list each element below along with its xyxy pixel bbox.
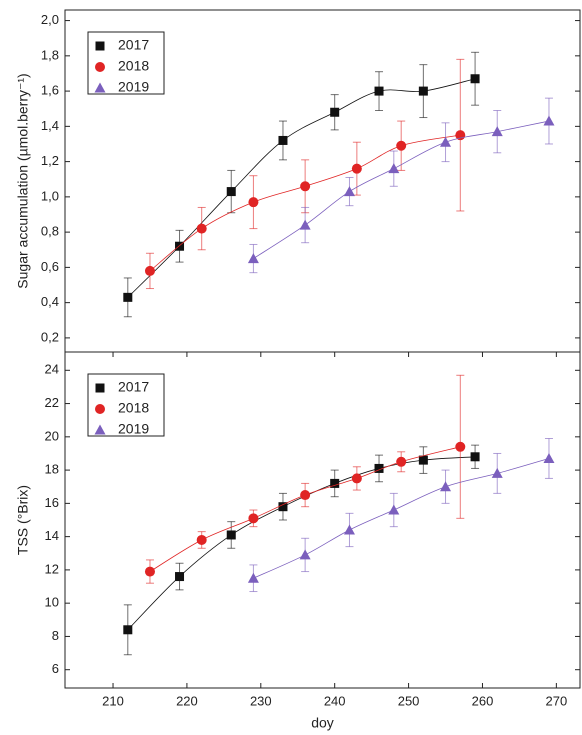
marker <box>123 292 133 302</box>
legend-marker <box>94 82 106 93</box>
x-tick-label: 260 <box>472 693 494 708</box>
marker <box>226 187 236 197</box>
marker <box>196 223 207 234</box>
y-tick-label: 14 <box>45 528 59 543</box>
y-tick-label: 1,0 <box>41 188 59 203</box>
legend-label: 2017 <box>118 37 149 53</box>
y-axis-label: Sugar accumulation (µmol.berry⁻¹) <box>15 73 31 288</box>
marker <box>300 490 311 501</box>
legend-box <box>87 31 165 95</box>
marker <box>330 478 340 488</box>
y-tick-label: 1,2 <box>41 153 59 168</box>
marker <box>418 86 428 96</box>
marker <box>247 572 259 583</box>
legend-box <box>87 373 165 437</box>
marker <box>144 265 155 276</box>
legend-marker <box>95 62 105 72</box>
y-tick-label: 22 <box>45 395 59 410</box>
legend-marker <box>94 424 106 435</box>
marker <box>491 126 503 137</box>
y-tick-label: 10 <box>45 595 59 610</box>
x-axis-label: doy <box>311 715 334 731</box>
y-tick-label: 12 <box>45 561 59 576</box>
y-axis-label: TSS (°Brix) <box>15 485 31 555</box>
x-tick-label: 220 <box>176 693 198 708</box>
marker <box>248 513 259 524</box>
marker <box>330 107 340 117</box>
marker <box>248 197 259 208</box>
x-tick-label: 250 <box>398 693 420 708</box>
y-tick-label: 0,4 <box>41 294 59 309</box>
y-tick-label: 2,0 <box>41 12 59 27</box>
marker <box>351 163 362 174</box>
marker <box>196 534 207 545</box>
marker <box>278 135 288 145</box>
fit-curve <box>127 456 476 631</box>
y-tick-label: 0,6 <box>41 259 59 274</box>
x-tick-label: 230 <box>250 693 272 708</box>
x-tick-label: 270 <box>546 693 568 708</box>
marker <box>374 463 384 473</box>
y-tick-label: 1,8 <box>41 47 59 62</box>
marker <box>543 115 555 126</box>
marker <box>491 467 503 478</box>
y-tick-label: 8 <box>52 628 59 643</box>
marker <box>175 572 185 582</box>
y-tick-label: 16 <box>45 495 59 510</box>
marker <box>396 456 407 467</box>
marker <box>351 473 362 484</box>
marker <box>123 625 133 635</box>
legend-label: 2019 <box>118 421 149 437</box>
plot-frame <box>64 351 581 689</box>
legend-label: 2019 <box>118 79 149 95</box>
marker <box>144 566 155 577</box>
marker <box>247 253 259 264</box>
marker <box>278 502 288 512</box>
marker <box>175 241 185 251</box>
y-tick-label: 1,6 <box>41 83 59 98</box>
marker <box>226 530 236 540</box>
marker <box>543 452 555 463</box>
y-tick-label: 6 <box>52 661 59 676</box>
legend-label: 2017 <box>118 379 149 395</box>
x-tick-label: 210 <box>102 693 124 708</box>
y-tick-label: 20 <box>45 428 59 443</box>
marker <box>343 524 355 535</box>
marker <box>300 181 311 192</box>
marker <box>396 140 407 151</box>
marker <box>440 136 452 147</box>
fit-curve <box>253 458 550 579</box>
marker <box>374 86 384 96</box>
y-tick-label: 24 <box>45 362 59 377</box>
legend-label: 2018 <box>118 400 149 416</box>
y-tick-label: 1,4 <box>41 118 59 133</box>
legend-marker <box>95 41 105 51</box>
marker <box>388 504 400 515</box>
legend-marker <box>95 404 105 414</box>
y-tick-label: 0,2 <box>41 329 59 344</box>
marker <box>455 441 466 452</box>
legend-label: 2018 <box>118 58 149 74</box>
y-tick-label: 0,8 <box>41 224 59 239</box>
x-tick-label: 240 <box>324 693 346 708</box>
marker <box>388 163 400 174</box>
marker <box>343 186 355 197</box>
marker <box>470 452 480 462</box>
marker <box>470 74 480 84</box>
marker <box>299 549 311 560</box>
y-tick-label: 18 <box>45 462 59 477</box>
marker <box>418 455 428 465</box>
legend-marker <box>95 383 105 393</box>
marker <box>299 219 311 230</box>
marker <box>440 481 452 492</box>
